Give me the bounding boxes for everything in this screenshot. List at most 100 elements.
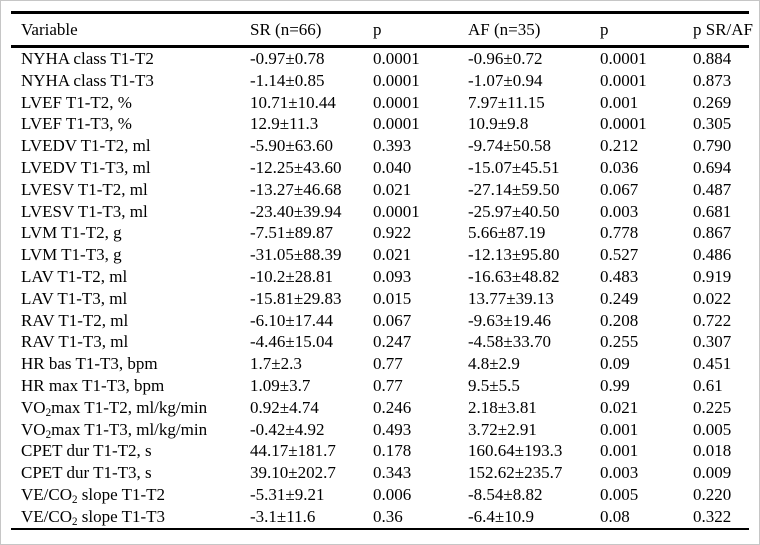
cell-af-p: 0.003 <box>600 201 639 221</box>
cell-sr-value: -5.90±63.60 <box>250 136 333 156</box>
table-row: CPET dur T1-T3, s 39.10±202.7 0.343 152.62±… <box>11 462 749 484</box>
cell-af-value: 5.66±87.19 <box>468 223 546 243</box>
cell-sr-p: 0.015 <box>373 288 412 308</box>
cell-af-value: 3.72±2.91 <box>468 419 537 439</box>
cell-af-value: 2.18±3.81 <box>468 397 537 417</box>
cell-af-p: 0.778 <box>600 223 639 243</box>
cell-sr-p: 0.0001 <box>373 114 420 134</box>
cell-af-value: -6.4±10.9 <box>468 506 534 526</box>
cell-af-value: -0.96±0.72 <box>468 49 543 68</box>
cell-af-value: -27.14±59.50 <box>468 179 560 199</box>
cell-p-sr-af: 0.919 <box>693 266 732 286</box>
cell-sr-p: 0.0001 <box>373 70 420 90</box>
table-row: LVEDV T1-T2, ml -5.90±63.60 0.393 -9.74±50.… <box>11 135 749 157</box>
cell-p-sr-af: 0.305 <box>693 114 732 134</box>
table-row: LVM T1-T3, g -31.05±88.39 0.021 -12.13±95.8… <box>11 244 749 266</box>
cell-sr-value: -23.40±39.94 <box>250 201 342 221</box>
table-row: VO2max T1-T3, ml/kg/min -0.42±4.92 0.493 3.… <box>11 419 749 441</box>
cell-af-p: 0.001 <box>600 441 639 461</box>
cell-af-value: -25.97±40.50 <box>468 201 560 221</box>
table-row: LVESV T1-T3, ml -23.40±39.94 0.0001 -25.97±… <box>11 201 749 223</box>
col-header-p-sr-af: p SR/AF <box>683 12 753 48</box>
cell-af-p: 0.255 <box>600 332 639 352</box>
cell-af-value: 4.8±2.9 <box>468 354 520 374</box>
cell-af-p: 0.021 <box>600 397 639 417</box>
cell-af-p: 0.036 <box>600 157 639 177</box>
cell-sr-value: 1.09±3.7 <box>250 375 311 395</box>
cell-sr-p: 0.493 <box>373 419 412 439</box>
cell-af-value: -16.63±48.82 <box>468 266 560 286</box>
table-row: HR bas T1-T3, bpm 1.7±2.3 0.77 4.8±2.9 0.09 0… <box>11 353 749 375</box>
cell-variable: LVEDV T1-T2, ml <box>21 136 151 156</box>
table-row: VE/CO2 slope T1-T2 -5.31±9.21 0.006 -8.54±8… <box>11 484 749 506</box>
cell-sr-p: 0.006 <box>373 484 412 504</box>
cell-sr-p: 0.246 <box>373 397 412 417</box>
cell-sr-p: 0.178 <box>373 441 412 461</box>
table-row: LAV T1-T2, ml -10.2±28.81 0.093 -16.63±48.8… <box>11 266 749 288</box>
subscript-2: 2 <box>45 428 52 441</box>
table-row: LVEF T1-T3, % 12.9±11.3 0.0001 10.9±9.8 0.00… <box>11 113 749 135</box>
cell-variable: VO2max T1-T2, ml/kg/min <box>21 397 208 419</box>
cell-p-sr-af: 0.487 <box>693 179 732 199</box>
cell-variable: LVM T1-T2, g <box>21 223 122 243</box>
cell-variable: VE/CO2 slope T1-T2 <box>21 484 166 507</box>
cell-sr-value: 39.10±202.7 <box>250 463 336 483</box>
col-header-sr-p: p <box>363 12 458 48</box>
cell-af-value: -8.54±8.82 <box>468 484 543 504</box>
cell-af-p: 0.08 <box>600 506 630 526</box>
cell-sr-value: -3.1±11.6 <box>250 506 316 526</box>
cell-sr-value: -7.51±89.87 <box>250 223 333 243</box>
table-row: NYHA class T1-T2 -0.97±0.78 0.0001 -0.96±0.… <box>11 47 749 70</box>
cell-p-sr-af: 0.884 <box>693 49 732 68</box>
cell-sr-value: 0.92±4.74 <box>250 397 319 417</box>
cell-p-sr-af: 0.220 <box>693 484 732 504</box>
cell-variable: NYHA class T1-T3 <box>21 70 154 90</box>
cell-sr-value: -6.10±17.44 <box>250 310 333 330</box>
header-row: Variable SR (n=66) p AF (n=35) p p SR/AF <box>11 12 753 48</box>
cell-sr-value: -10.2±28.81 <box>250 266 333 286</box>
col-header-variable: Variable <box>11 12 240 48</box>
cell-p-sr-af: 0.790 <box>693 136 732 156</box>
col-header-sr: SR (n=66) <box>240 12 363 48</box>
cell-variable: LVEDV T1-T3, ml <box>21 157 151 177</box>
cell-variable: HR bas T1-T3, bpm <box>21 354 158 374</box>
cell-sr-value: -13.27±46.68 <box>250 179 342 199</box>
cell-p-sr-af: 0.694 <box>693 157 732 177</box>
cell-af-value: 9.5±5.5 <box>468 375 520 395</box>
cell-sr-p: 0.36 <box>373 506 403 526</box>
cell-af-value: -12.13±95.80 <box>468 245 560 265</box>
cell-af-p: 0.001 <box>600 92 639 112</box>
cell-variable: VE/CO2 slope T1-T3 <box>21 506 166 528</box>
cell-sr-value: -5.31±9.21 <box>250 484 325 504</box>
cell-sr-p: 0.247 <box>373 332 412 352</box>
cell-sr-value: -0.42±4.92 <box>250 419 325 439</box>
cell-af-value: -4.58±33.70 <box>468 332 551 352</box>
cell-variable: NYHA class T1-T2 <box>21 49 154 68</box>
cell-p-sr-af: 0.867 <box>693 223 732 243</box>
cell-variable: RAV T1-T3, ml <box>21 332 129 352</box>
cell-sr-value: -31.05±88.39 <box>250 245 342 265</box>
cell-p-sr-af: 0.018 <box>693 441 732 461</box>
table-row: LVEDV T1-T3, ml -12.25±43.60 0.040 -15.07±4… <box>11 157 749 179</box>
cell-sr-p: 0.0001 <box>373 201 420 221</box>
cell-variable: LAV T1-T3, ml <box>21 288 128 308</box>
table-row: NYHA class T1-T3 -1.14±0.85 0.0001 -1.07±0.… <box>11 70 749 92</box>
cell-p-sr-af: 0.269 <box>693 92 732 112</box>
cell-af-value: 152.62±235.7 <box>468 463 563 483</box>
cell-af-p: 0.0001 <box>600 114 647 134</box>
cell-p-sr-af: 0.486 <box>693 245 732 265</box>
table-row: CPET dur T1-T2, s 44.17±181.7 0.178 160.64±… <box>11 440 749 462</box>
cell-sr-p: 0.393 <box>373 136 412 156</box>
cell-p-sr-af: 0.451 <box>693 354 732 374</box>
col-header-af-p: p <box>590 12 683 48</box>
cell-af-p: 0.09 <box>600 354 630 374</box>
cell-sr-value: -4.46±15.04 <box>250 332 333 352</box>
cell-sr-value: -15.81±29.83 <box>250 288 342 308</box>
cell-p-sr-af: 0.307 <box>693 332 732 352</box>
cell-af-p: 0.001 <box>600 419 639 439</box>
cell-af-p: 0.0001 <box>600 70 647 90</box>
cell-af-p: 0.0001 <box>600 49 647 68</box>
cell-sr-value: 10.71±10.44 <box>250 92 336 112</box>
cell-variable: CPET dur T1-T2, s <box>21 441 152 461</box>
